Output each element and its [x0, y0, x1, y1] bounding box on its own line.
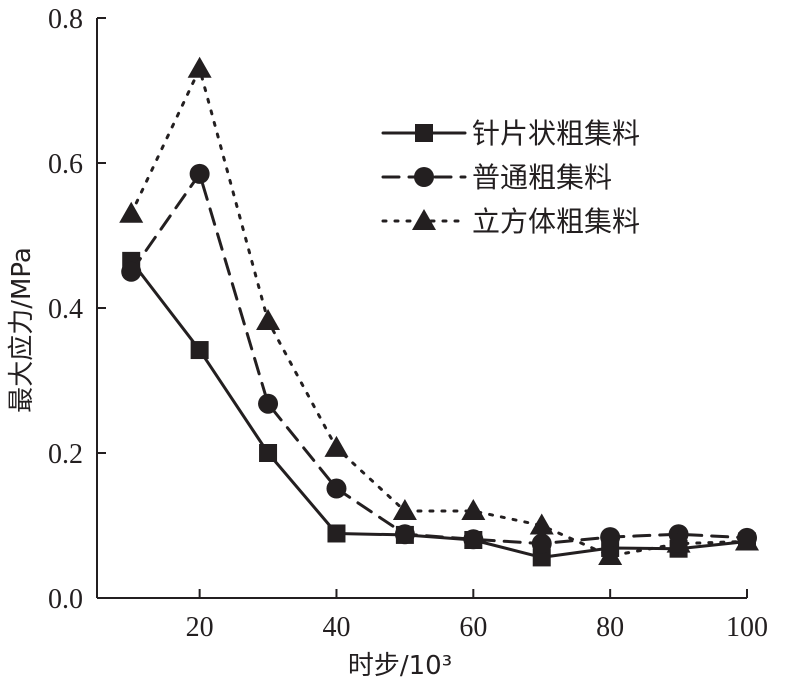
y-tick-label: 0.2 — [48, 439, 83, 470]
data-point — [326, 478, 347, 499]
y-tick-label: 0.6 — [48, 149, 83, 180]
y-tick-label: 0.0 — [48, 584, 83, 615]
legend-marker — [414, 167, 434, 187]
x-tick-label: 40 — [322, 612, 350, 643]
y-axis-title: 最大应力/MPa — [7, 247, 37, 413]
data-point — [119, 201, 144, 223]
legend-label: 针片状粗集料 — [472, 117, 640, 150]
data-point — [187, 56, 212, 78]
data-point — [532, 548, 551, 567]
series-1 — [121, 163, 757, 554]
data-point — [327, 524, 346, 543]
data-point — [121, 261, 142, 282]
legend-label: 立方体粗集料 — [472, 205, 640, 238]
series-layer — [119, 56, 759, 567]
series-line — [129, 259, 749, 559]
legend-label: 普通粗集料 — [472, 161, 612, 194]
data-point — [256, 309, 281, 331]
x-tick-label: 100 — [726, 612, 768, 643]
data-point — [258, 393, 279, 414]
data-point — [259, 444, 278, 462]
series-line — [129, 67, 749, 558]
data-point — [735, 529, 759, 551]
legend-item-0: 针片状粗集料 — [381, 117, 640, 150]
x-tick-label: 80 — [596, 612, 624, 643]
data-point — [394, 524, 415, 545]
data-point — [529, 513, 554, 535]
axes: 0.0 0.2 0.4 0.6 0.8 20 40 60 80 100 — [48, 4, 768, 643]
y-tick-label: 0.8 — [48, 4, 83, 35]
legend-marker — [412, 209, 436, 230]
data-point — [531, 533, 552, 554]
series-2 — [119, 56, 759, 565]
legend-item-2: 立方体粗集料 — [381, 205, 640, 238]
data-point — [190, 341, 209, 360]
data-point — [598, 543, 623, 565]
legend-marker — [415, 124, 433, 142]
data-point — [189, 163, 210, 184]
legend-item-1: 普通粗集料 — [381, 161, 612, 194]
data-point — [324, 435, 349, 457]
y-tick-label: 0.4 — [48, 294, 83, 325]
series-line — [129, 172, 749, 546]
data-point — [600, 527, 621, 548]
x-tick-label: 60 — [459, 612, 487, 643]
series-0 — [122, 251, 756, 567]
data-point — [463, 529, 484, 550]
data-point — [392, 499, 417, 520]
data-point — [666, 531, 691, 553]
x-axis-title: 时步/10³ — [348, 651, 452, 681]
data-point — [461, 499, 486, 520]
x-tick-label: 20 — [186, 612, 214, 643]
